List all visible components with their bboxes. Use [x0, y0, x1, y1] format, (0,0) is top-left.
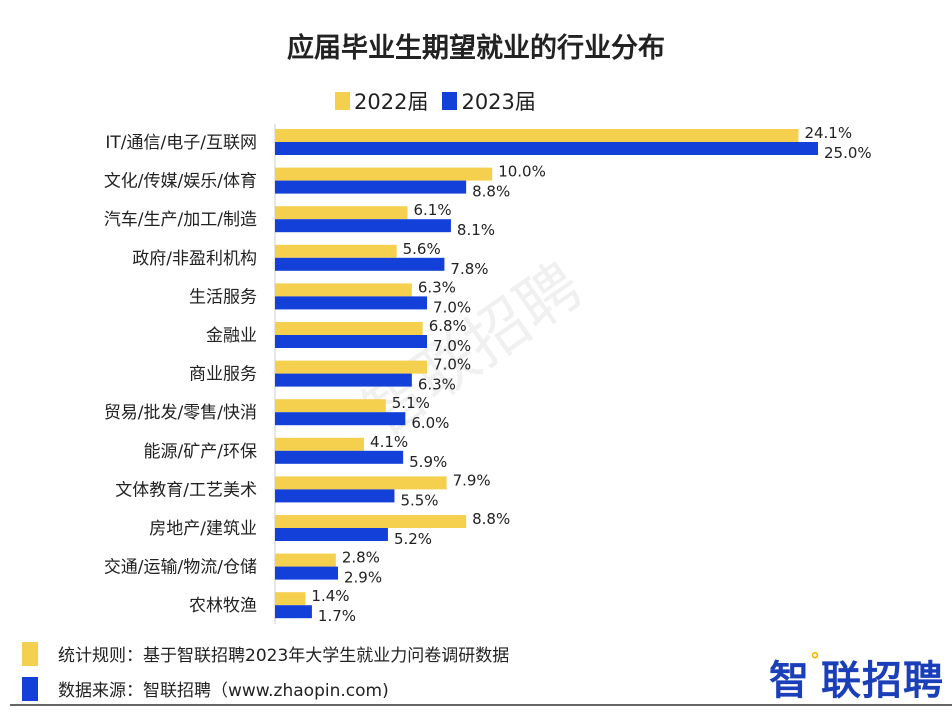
bar-2022届-10	[275, 515, 467, 528]
note-swatch	[22, 676, 38, 701]
data-label: 6.1%	[413, 201, 451, 219]
legend-label: 2023届	[461, 90, 536, 114]
data-label: 7.0%	[433, 337, 471, 355]
data-label: 1.7%	[318, 607, 356, 625]
bar-2023届-4	[275, 296, 428, 310]
category-label: 农林牧渔	[189, 596, 257, 616]
bar-2023届-12	[275, 605, 312, 619]
data-label: 5.5%	[400, 491, 438, 509]
bar-2022届-2	[275, 206, 408, 220]
bar-2022届-5	[275, 322, 423, 335]
bar-2022届-0	[275, 129, 799, 142]
bar-2023届-1	[275, 180, 467, 194]
note-rule: 统计规则：基于智联招聘2023年大学生就业力问卷调研数据	[22, 636, 509, 671]
category-label: 政府/非盈利机构	[132, 249, 257, 269]
data-label: 6.3%	[418, 278, 456, 296]
category-label: 贸易/批发/零售/快消	[104, 403, 257, 423]
legend-swatch	[335, 92, 350, 110]
legend-item-2022: 2022届	[335, 86, 428, 116]
data-label: 1.4%	[311, 587, 349, 605]
note-swatch	[22, 641, 38, 666]
category-label: 生活服务	[189, 287, 257, 307]
bar-2023届-9	[275, 489, 395, 503]
bar-2022届-3	[275, 244, 397, 258]
data-label: 6.8%	[429, 317, 467, 335]
data-label: 5.6%	[403, 240, 441, 258]
bar-2022届-6	[275, 360, 428, 374]
bar-2022届-4	[275, 283, 412, 297]
bar-2023届-11	[275, 566, 338, 580]
data-label: 5.2%	[394, 530, 432, 548]
bar-2022届-12	[275, 592, 306, 606]
legend-label: 2022届	[354, 90, 429, 114]
data-label: 10.0%	[498, 163, 546, 181]
bottom-divider	[10, 704, 952, 706]
bar-2023届-3	[275, 257, 445, 271]
category-label: 交通/运输/物流/仓储	[104, 558, 257, 578]
data-label: 8.1%	[457, 221, 495, 239]
data-label: 5.9%	[409, 453, 447, 471]
category-label: IT/通信/电子/互联网	[105, 133, 257, 153]
bar-2023届-10	[275, 528, 388, 541]
bar-2023届-8	[275, 450, 404, 464]
bar-2022届-11	[275, 553, 336, 567]
data-label: 2.9%	[344, 569, 382, 587]
bar-2022届-8	[275, 437, 365, 451]
note-text: 数据来源：智联招聘（www.zhaopin.com)	[58, 681, 389, 701]
bar-2023届-2	[275, 219, 451, 233]
data-label: 6.3%	[418, 376, 456, 394]
category-label: 汽车/生产/加工/制造	[104, 210, 257, 230]
data-label: 7.8%	[450, 260, 488, 278]
legend-item-2023: 2023届	[442, 86, 536, 116]
bar-2023届-7	[275, 412, 406, 426]
note-source: 数据来源：智联招聘（www.zhaopin.com)	[22, 671, 509, 706]
category-label: 商业服务	[189, 365, 257, 385]
bar-2023届-5	[275, 335, 428, 348]
bar-2023届-0	[275, 142, 818, 155]
notes: 统计规则：基于智联招聘2023年大学生就业力问卷调研数据 数据来源：智联招聘（w…	[22, 636, 509, 706]
legend: 2022届 2023届	[335, 86, 536, 116]
category-label: 文化/传媒/娱乐/体育	[104, 172, 257, 192]
data-label: 6.0%	[411, 414, 449, 432]
data-label: 8.8%	[472, 510, 510, 528]
data-label: 4.1%	[370, 433, 408, 451]
chart-title: 应届毕业生期望就业的行业分布	[287, 33, 665, 64]
category-label: 文体教育/工艺美术	[115, 480, 257, 500]
bar-2023届-6	[275, 373, 412, 387]
data-label: 7.0%	[433, 356, 471, 374]
data-label: 7.9%	[453, 471, 491, 489]
data-label: 7.0%	[433, 298, 471, 316]
data-label: 5.1%	[392, 394, 430, 412]
data-label: 2.8%	[342, 549, 380, 567]
data-label: 24.1%	[804, 124, 852, 142]
bar-2022届-9	[275, 476, 447, 490]
zhaopin-logo: 智°联招聘	[769, 648, 944, 704]
bar-2022届-7	[275, 399, 386, 413]
category-label: 能源/矿产/环保	[144, 442, 257, 462]
legend-swatch	[442, 92, 458, 110]
note-text: 统计规则：基于智联招聘2023年大学生就业力问卷调研数据	[58, 646, 510, 666]
data-label: 8.8%	[472, 183, 510, 201]
data-label: 25.0%	[824, 144, 872, 162]
category-label: 房地产/建筑业	[149, 519, 257, 539]
bar-2022届-1	[275, 167, 493, 181]
category-label: 金融业	[206, 326, 257, 346]
